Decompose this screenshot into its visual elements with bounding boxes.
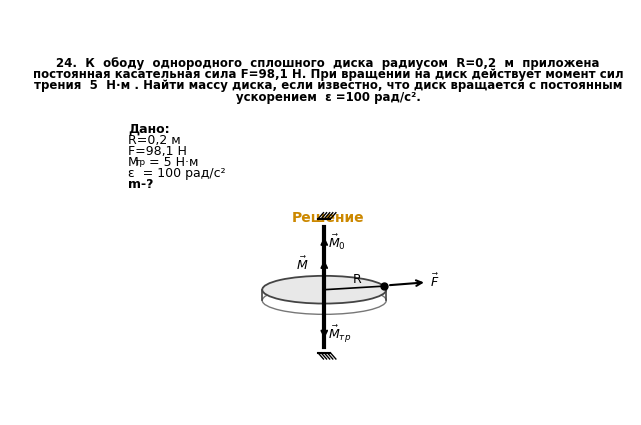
Text: $\vec{M}_0$: $\vec{M}_0$ — [328, 232, 346, 252]
Text: $\vec{F}$: $\vec{F}$ — [430, 273, 439, 290]
Text: m-?: m-? — [128, 178, 154, 191]
Text: трения  5  Н·м . Найти массу диска, если известно, что диск вращается с постоянн: трения 5 Н·м . Найти массу диска, если и… — [34, 79, 622, 93]
Text: Решение: Решение — [292, 211, 365, 225]
Text: ускорением  ε =100 рад/с².: ускорением ε =100 рад/с². — [236, 91, 420, 104]
Ellipse shape — [262, 276, 387, 303]
Text: постоянная касательная сила F=98,1 Н. При вращении на диск действует момент сил: постоянная касательная сила F=98,1 Н. Пр… — [33, 68, 624, 81]
Text: ε  = 100 рад/с²: ε = 100 рад/с² — [128, 167, 226, 180]
Text: R=0,2 м: R=0,2 м — [128, 134, 181, 147]
Text: 24.  К  ободу  однородного  сплошного  диска  радиусом  R=0,2  м  приложена: 24. К ободу однородного сплошного диска … — [56, 57, 600, 70]
Text: F=98,1 Н: F=98,1 Н — [128, 145, 187, 158]
Text: тр: тр — [135, 159, 146, 167]
Text: Дано:: Дано: — [128, 122, 170, 136]
Text: R: R — [353, 273, 362, 286]
Text: = 5 Н·м: = 5 Н·м — [146, 156, 199, 169]
Text: М: М — [128, 156, 139, 169]
Text: $\vec{M}$: $\vec{M}$ — [296, 255, 309, 272]
Text: $\vec{M}_{тр}$: $\vec{M}_{тр}$ — [328, 324, 351, 346]
